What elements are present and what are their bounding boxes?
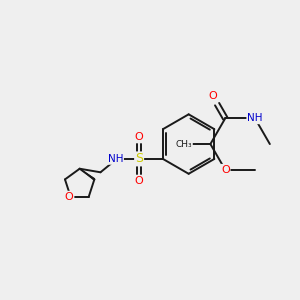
Text: O: O (221, 165, 230, 175)
Polygon shape (80, 169, 95, 181)
Text: O: O (65, 192, 74, 202)
Text: O: O (208, 92, 217, 101)
Text: CH₃: CH₃ (175, 140, 192, 148)
Text: O: O (135, 176, 143, 186)
Text: NH: NH (108, 154, 123, 164)
Text: S: S (135, 152, 143, 165)
Text: O: O (135, 132, 143, 142)
Text: NH: NH (247, 113, 263, 123)
